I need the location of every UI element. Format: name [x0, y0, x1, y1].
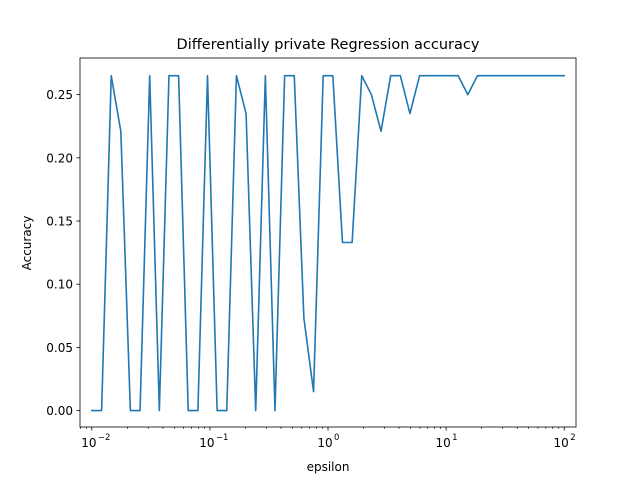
x-tick-label: 10	[435, 436, 450, 450]
x-axis-label: epsilon	[307, 460, 350, 474]
y-tick-label: 0.20	[46, 151, 73, 165]
x-tick-exponent: −2	[98, 433, 111, 443]
x-tick-label: 10	[554, 436, 569, 450]
x-tick-exponent: 0	[334, 433, 339, 443]
x-tick-exponent: 2	[570, 433, 575, 443]
y-tick-label: 0.10	[46, 278, 73, 292]
axes-frame	[79, 57, 577, 428]
series-line	[91, 74, 565, 412]
y-tick-label: 0.15	[46, 215, 73, 229]
x-tick-exponent: −1	[216, 433, 229, 443]
y-tick-label: 0.00	[46, 404, 73, 418]
x-tick-label: 10	[81, 436, 96, 450]
y-tick-label: 0.25	[46, 88, 73, 102]
chart-title: Differentially private Regression accura…	[177, 37, 480, 53]
x-tick-exponent: 1	[452, 433, 457, 443]
x-tick-label: 10	[199, 436, 214, 450]
y-axis-label: Accuracy	[20, 216, 34, 271]
x-tick-label: 10	[317, 436, 332, 450]
y-tick-label: 0.05	[46, 341, 73, 355]
